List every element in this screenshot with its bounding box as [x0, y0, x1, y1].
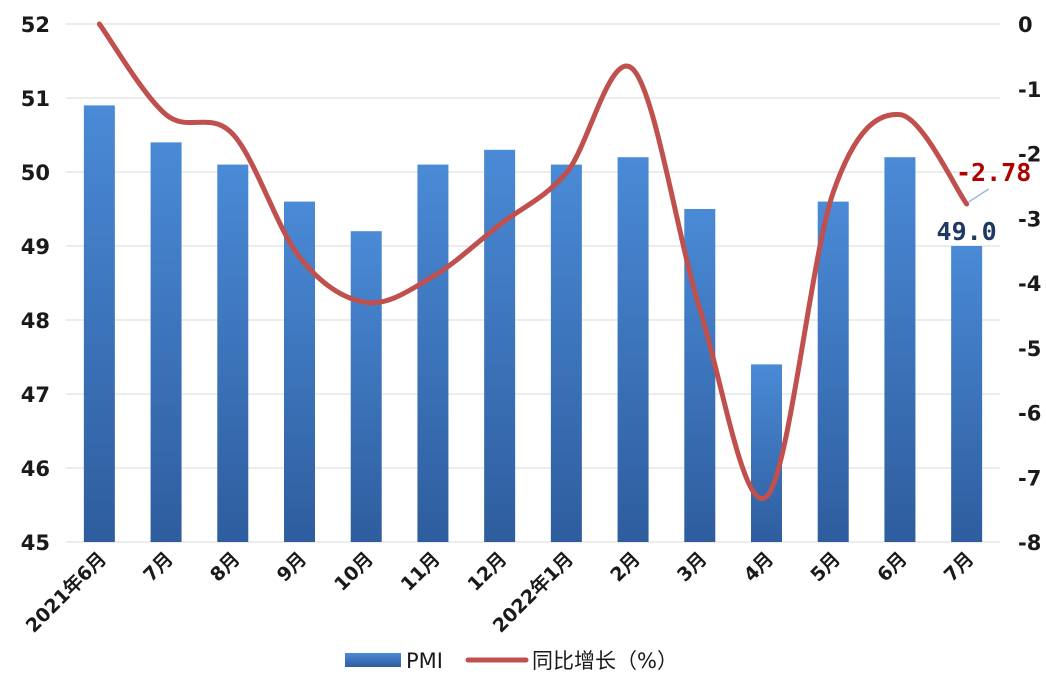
category-label: 3月	[673, 548, 711, 586]
line-last-value-label: -2.78	[956, 158, 1031, 187]
pmi-bar	[751, 364, 782, 542]
legend-label-growth: 同比增长（%）	[532, 649, 678, 673]
growth-line-point	[499, 224, 501, 226]
growth-line-point	[699, 308, 701, 310]
right-tick-label: 0	[1018, 13, 1033, 37]
growth-line-point	[632, 68, 634, 70]
pmi-bar	[951, 246, 983, 542]
category-label: 2021年6月	[21, 547, 111, 637]
category-label: 6月	[873, 548, 911, 586]
pmi-bar	[550, 164, 582, 542]
right-tick-label: -6	[1018, 402, 1041, 426]
right-tick-label: -2	[1018, 143, 1041, 167]
right-tick-label: -8	[1018, 531, 1041, 555]
category-label: 10月	[330, 548, 378, 596]
growth-line-point	[766, 496, 767, 498]
pmi-bars	[83, 105, 983, 543]
growth-line-path	[96, 21, 970, 502]
right-axis-ticks: -8 -7 -6 -5 -4 -3 -2 -1 0	[1018, 13, 1041, 555]
pmi-bar	[150, 142, 182, 542]
growth-line-point	[365, 301, 367, 303]
left-tick-label: 46	[21, 457, 50, 481]
gridlines	[66, 23, 1000, 543]
legend-label-pmi: PMI	[406, 649, 443, 673]
left-tick-label: 51	[21, 87, 50, 111]
pmi-bar	[83, 105, 115, 543]
pmi-bar	[417, 164, 449, 542]
category-label: 8月	[206, 548, 244, 586]
category-label: 12月	[463, 548, 511, 596]
category-label: 2月	[606, 548, 644, 586]
category-label: 7月	[940, 548, 978, 586]
bar-last-value-label: 49.0	[937, 217, 997, 246]
left-tick-label: 49	[21, 235, 50, 259]
left-tick-label: 45	[21, 531, 50, 555]
annotations: -2.78 49.0	[937, 158, 1032, 246]
left-axis-ticks: 45 46 47 48 49 50 51 52	[21, 13, 50, 555]
pmi-bar	[817, 201, 849, 542]
left-tick-label: 48	[21, 309, 50, 333]
category-label: 4月	[740, 548, 778, 586]
right-tick-label: -3	[1018, 207, 1041, 231]
growth-line-point	[565, 172, 567, 174]
growth-line-point	[832, 191, 834, 193]
category-label: 5月	[806, 548, 844, 586]
left-tick-label: 47	[21, 383, 50, 407]
legend-swatch-pmi	[345, 653, 401, 667]
right-tick-label: -4	[1018, 272, 1041, 296]
pmi-bar	[217, 164, 249, 542]
right-tick-label: -7	[1018, 466, 1041, 490]
growth-line-point	[232, 133, 234, 135]
right-tick-label: -1	[1018, 78, 1041, 102]
pmi-bar	[617, 157, 649, 542]
category-label: 9月	[273, 548, 311, 586]
growth-line-point	[432, 276, 434, 278]
right-tick-label: -5	[1018, 337, 1041, 361]
legend: PMI 同比增长（%）	[345, 649, 678, 673]
growth-line-point	[98, 23, 100, 25]
pmi-bar	[484, 149, 516, 543]
left-tick-label: 52	[21, 13, 50, 37]
pmi-bar	[884, 157, 916, 542]
pmi-bar	[350, 231, 382, 542]
pmi-bar	[284, 201, 315, 542]
line-value-leader	[968, 188, 990, 203]
growth-line	[96, 21, 970, 502]
growth-line-point	[899, 114, 901, 116]
growth-line-point	[299, 256, 300, 258]
left-tick-label: 50	[21, 161, 50, 185]
category-label: 11月	[397, 548, 445, 596]
growth-line-point	[165, 114, 167, 116]
category-label: 7月	[139, 548, 177, 586]
growth-line-point	[966, 203, 968, 205]
